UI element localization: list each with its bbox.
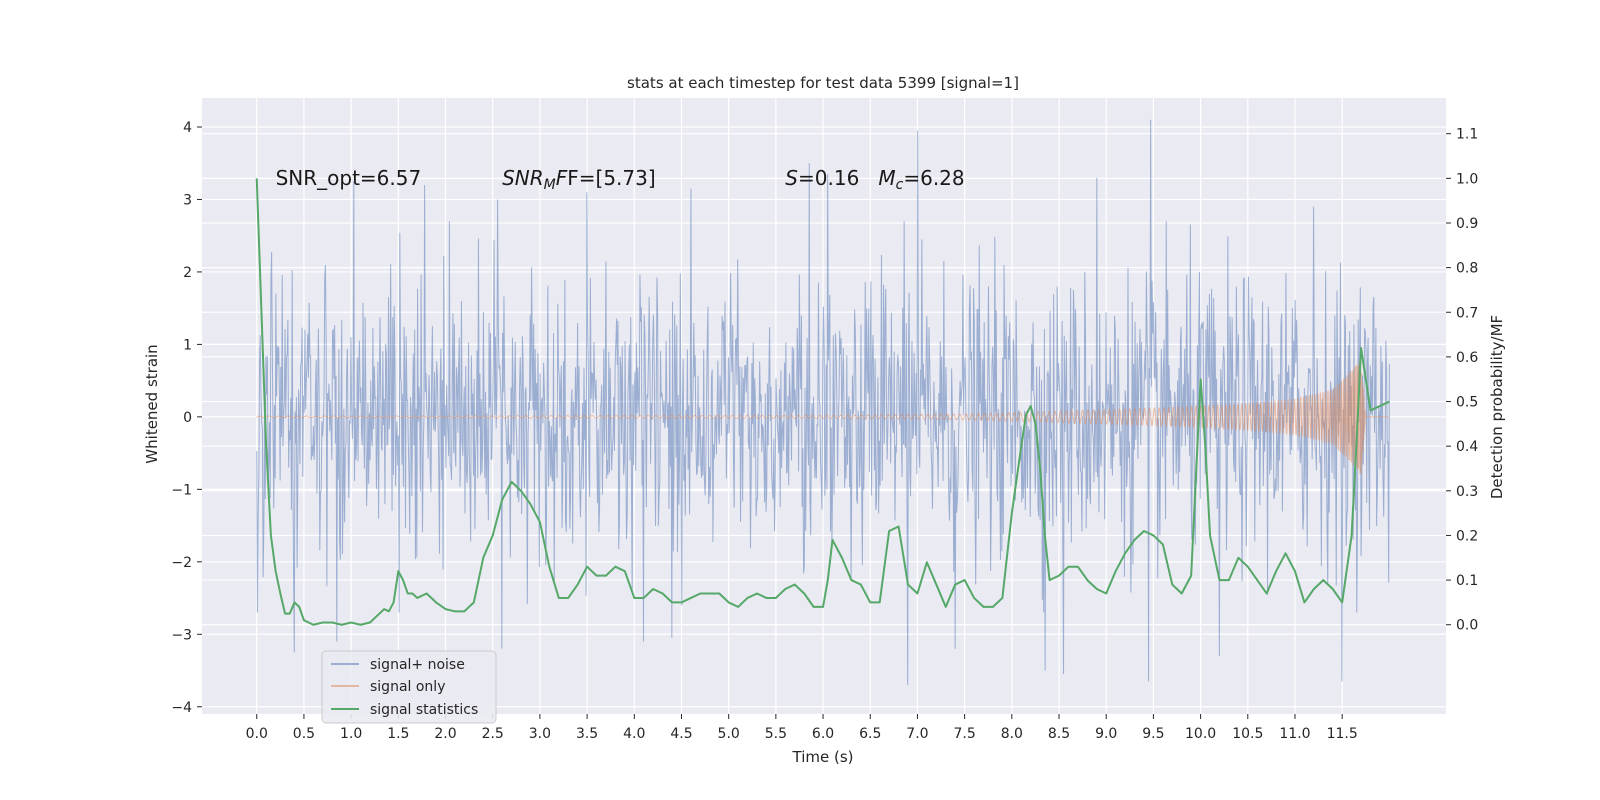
series-layer bbox=[255, 119, 1390, 686]
x-axis-label: Time (s) bbox=[792, 748, 854, 766]
annotations: SNR_opt=6.57 SNRMFF=[5.73] S=0.16 Mc=6.2… bbox=[276, 166, 965, 193]
x-tick-label: 10.0 bbox=[1185, 726, 1216, 742]
x-tick-label: 0.0 bbox=[246, 726, 268, 742]
annotation-snr-mf-prefix: SNR bbox=[502, 166, 544, 190]
legend-label-signal-only: signal only bbox=[370, 679, 445, 695]
x-tick-label: 4.0 bbox=[623, 726, 645, 742]
right-axis-label: Detection probability/MF bbox=[1488, 315, 1506, 499]
x-tick-label: 8.5 bbox=[1048, 726, 1070, 742]
x-tick-label: 1.5 bbox=[387, 726, 409, 742]
legend-label-signal-noise: signal+ noise bbox=[370, 657, 465, 673]
left-tick-label: 2 bbox=[183, 265, 192, 281]
right-tick-label: 0.0 bbox=[1456, 618, 1478, 634]
series-signal-noise bbox=[256, 119, 1390, 686]
annotation-snr-mf-value: F=[5.73] bbox=[567, 166, 655, 190]
annotation-s-mc: S=0.16 Mc=6.28 bbox=[785, 166, 964, 193]
chart-title: stats at each timestep for test data 539… bbox=[627, 74, 1019, 92]
left-axis-ticks: −4 −3 −2 −1 0 1 2 3 4 bbox=[171, 120, 202, 716]
x-tick-label: 7.5 bbox=[954, 726, 976, 742]
annotation-snr-mf-sub: M bbox=[544, 177, 556, 193]
annotation-mc-sub: c bbox=[896, 177, 904, 193]
left-tick-label: −2 bbox=[171, 555, 192, 571]
x-tick-label: 1.0 bbox=[340, 726, 362, 742]
series-signal-only bbox=[256, 359, 1390, 474]
right-tick-label: 0.1 bbox=[1456, 573, 1478, 589]
right-tick-label: 0.4 bbox=[1456, 439, 1478, 455]
annotation-mc: M bbox=[878, 166, 895, 190]
series-signal-statistics bbox=[255, 178, 1390, 626]
x-tick-label: 6.5 bbox=[859, 726, 881, 742]
x-tick-label: 7.0 bbox=[906, 726, 928, 742]
x-tick-label: 4.5 bbox=[670, 726, 692, 742]
annotation-snr-mf: SNRMFF=[5.73] bbox=[502, 166, 656, 193]
x-tick-label: 3.0 bbox=[529, 726, 551, 742]
annotation-mc-value: =6.28 bbox=[903, 166, 964, 190]
x-tick-label: 6.0 bbox=[812, 726, 834, 742]
right-axis-ticks: 0.0 0.1 0.2 0.3 0.4 0.5 0.6 0.7 0.8 0.9 1.0 1.1 bbox=[1446, 127, 1478, 634]
x-tick-label: 0.5 bbox=[293, 726, 315, 742]
right-tick-label: 0.5 bbox=[1456, 395, 1478, 411]
x-tick-label: 2.5 bbox=[482, 726, 504, 742]
right-tick-label: 1.0 bbox=[1456, 171, 1478, 187]
right-tick-label: 0.7 bbox=[1456, 305, 1478, 321]
left-tick-label: 1 bbox=[183, 337, 192, 353]
left-tick-label: −4 bbox=[171, 700, 192, 716]
left-tick-label: 4 bbox=[183, 120, 192, 136]
right-tick-label: 0.2 bbox=[1456, 528, 1478, 544]
right-tick-label: 0.9 bbox=[1456, 216, 1478, 232]
left-tick-label: −1 bbox=[171, 482, 192, 498]
x-axis-ticks: 0.0 0.5 1.0 1.5 2.0 2.5 3.0 3.5 4.0 4.5 5.0 5.5 6.0 6… bbox=[246, 714, 1358, 742]
right-tick-label: 0.3 bbox=[1456, 484, 1478, 500]
x-tick-label: 9.5 bbox=[1142, 726, 1164, 742]
x-tick-label: 11.5 bbox=[1327, 726, 1358, 742]
right-tick-label: 0.6 bbox=[1456, 350, 1478, 366]
left-axis-label: Whitened strain bbox=[143, 344, 161, 463]
x-tick-label: 10.5 bbox=[1232, 726, 1263, 742]
annotation-snr-opt: SNR_opt=6.57 bbox=[276, 166, 422, 190]
x-tick-label: 2.0 bbox=[434, 726, 456, 742]
legend-label-signal-statistics: signal statistics bbox=[370, 702, 478, 718]
right-tick-label: 0.8 bbox=[1456, 261, 1478, 277]
legend: signal+ noise signal only signal statist… bbox=[321, 650, 497, 724]
x-tick-label: 5.5 bbox=[765, 726, 787, 742]
x-tick-label: 11.0 bbox=[1279, 726, 1310, 742]
x-tick-label: 9.0 bbox=[1095, 726, 1117, 742]
left-tick-label: 0 bbox=[183, 410, 192, 426]
legend-box bbox=[321, 650, 497, 724]
left-tick-label: −3 bbox=[171, 627, 192, 643]
right-tick-label: 1.1 bbox=[1456, 127, 1478, 143]
x-tick-label: 3.5 bbox=[576, 726, 598, 742]
x-tick-label: 8.0 bbox=[1001, 726, 1023, 742]
annotation-snr-mf-f: F bbox=[556, 166, 568, 190]
x-tick-label: 5.0 bbox=[718, 726, 740, 742]
left-tick-label: 3 bbox=[183, 192, 192, 208]
annotation-s-value: =0.16 bbox=[798, 166, 878, 190]
annotation-s: S bbox=[785, 166, 798, 190]
